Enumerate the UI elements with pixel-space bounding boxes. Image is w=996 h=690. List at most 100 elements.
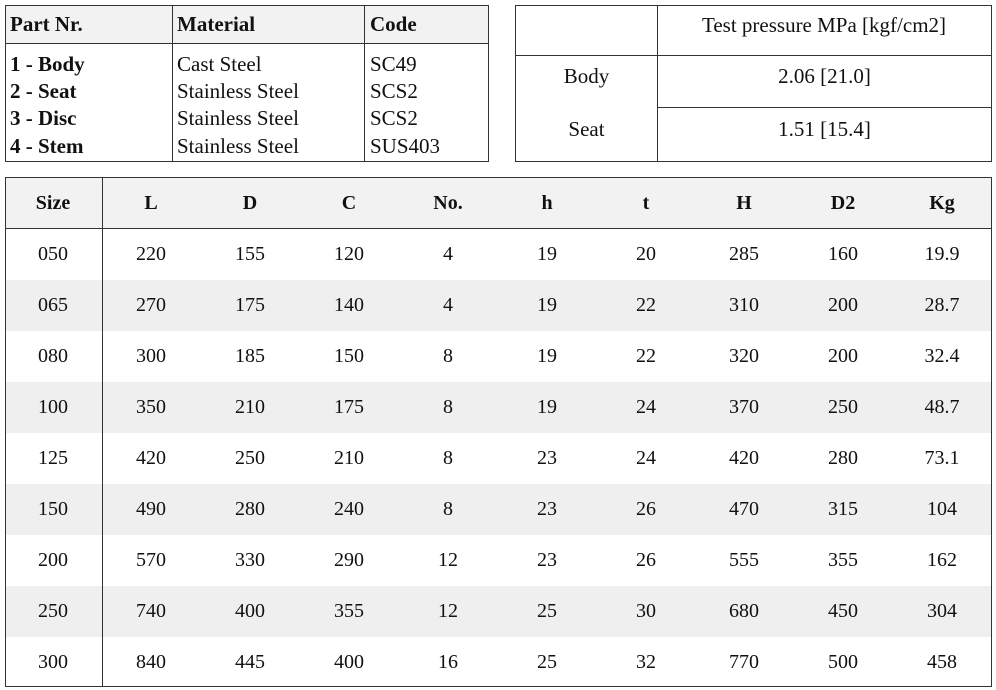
column-divider [657, 6, 658, 161]
parts-table-header: Part Nr. Material Code [6, 6, 488, 44]
part-name: 2 - Seat [10, 79, 77, 103]
table-cell-no: 4 [443, 294, 453, 316]
table-cell-d2: 450 [828, 600, 858, 622]
part-code: SUS403 [370, 134, 441, 158]
table-cell-t: 24 [636, 447, 656, 469]
table-cell-t: 30 [636, 600, 656, 622]
table-cell-size: 050 [38, 243, 68, 265]
table-cell-size: 080 [38, 345, 68, 367]
table-cell-d: 175 [235, 294, 265, 316]
table-cell-kg: 458 [927, 651, 957, 673]
part-row-disc: 3 - Disc Stainless Steel SCS2 [6, 104, 488, 132]
table-cell-d2: 160 [828, 243, 858, 265]
table-cell-c: 140 [334, 294, 364, 316]
table-cell-h: 19 [537, 243, 557, 265]
table-cell-l: 490 [136, 498, 166, 520]
header-code: Code [370, 12, 417, 36]
table-cell-d2: 250 [828, 396, 858, 418]
header-h: H [736, 192, 752, 214]
table-cell-d: 250 [235, 447, 265, 469]
table-cell-c: 240 [334, 498, 364, 520]
table-cell-h: 25 [537, 651, 557, 673]
header-c: C [341, 192, 357, 214]
table-cell-size: 300 [38, 651, 68, 673]
table-cell-c: 175 [334, 396, 364, 418]
part-material: Cast Steel [177, 52, 262, 76]
header-part-nr: Part Nr. [10, 12, 83, 36]
table-cell-no: 8 [443, 447, 453, 469]
table-cell-t: 26 [636, 549, 656, 571]
part-name: 3 - Disc [10, 106, 77, 130]
table-cell-l: 220 [136, 243, 166, 265]
table-row: 100 350 210 175 8 19 24 370 250 48.7 [6, 382, 991, 433]
table-cell-h: 770 [729, 651, 759, 673]
table-cell-c: 120 [334, 243, 364, 265]
table-cell-d: 185 [235, 345, 265, 367]
table-cell-d2: 500 [828, 651, 858, 673]
table-cell-c: 290 [334, 549, 364, 571]
table-cell-size: 250 [38, 600, 68, 622]
table-cell-h: 23 [537, 447, 557, 469]
table-cell-h: 19 [537, 294, 557, 316]
table-cell-h: 285 [729, 243, 759, 265]
table-cell-h: 555 [729, 549, 759, 571]
table-cell-l: 420 [136, 447, 166, 469]
table-cell-kg: 32.4 [924, 345, 960, 367]
table-row: 080 300 185 150 8 19 22 320 200 32.4 [6, 331, 991, 382]
table-cell-kg: 48.7 [924, 396, 960, 418]
table-cell-l: 840 [136, 651, 166, 673]
table-cell-h: 23 [537, 498, 557, 520]
part-name: 4 - Stem [10, 134, 84, 158]
table-cell-d: 330 [235, 549, 265, 571]
pressure-label-body: Body [563, 64, 610, 88]
row-divider [657, 107, 991, 108]
table-cell-kg: 73.1 [924, 447, 960, 469]
parts-material-table: Part Nr. Material Code 1 - Body Cast Ste… [5, 5, 489, 162]
table-cell-size: 200 [38, 549, 68, 571]
table-cell-kg: 19.9 [924, 243, 960, 265]
part-code: SC49 [370, 52, 417, 76]
part-row-seat: 2 - Seat Stainless Steel SCS2 [6, 77, 488, 105]
dimensions-table: Size L D C No. h t H D2 Kg 050 220 155 120 4 19 20 285 16… [5, 177, 992, 687]
table-cell-c: 400 [334, 651, 364, 673]
header-h: h [541, 192, 553, 214]
table-row: 050 220 155 120 4 19 20 285 160 19.9 [6, 229, 991, 280]
part-row-stem: 4 - Stem Stainless Steel SUS403 [6, 132, 488, 160]
table-cell-d: 280 [235, 498, 265, 520]
table-cell-no: 8 [443, 396, 453, 418]
table-cell-t: 22 [636, 294, 656, 316]
pressure-value-seat: 1.51 [15.4] [778, 117, 871, 141]
table-cell-h: 370 [729, 396, 759, 418]
table-cell-no: 8 [443, 498, 453, 520]
header-d: D [242, 192, 258, 214]
pressure-header: Test pressure MPa [kgf/cm2] [701, 13, 947, 37]
table-cell-h: 470 [729, 498, 759, 520]
table-cell-h: 680 [729, 600, 759, 622]
header-size: Size [35, 192, 71, 214]
column-divider [364, 6, 365, 161]
column-divider [102, 178, 103, 686]
header-t: t [642, 192, 650, 214]
table-cell-l: 570 [136, 549, 166, 571]
table-cell-l: 270 [136, 294, 166, 316]
part-row-body: 1 - Body Cast Steel SC49 [6, 50, 488, 78]
table-cell-d: 210 [235, 396, 265, 418]
part-name: 1 - Body [10, 52, 85, 76]
table-cell-l: 350 [136, 396, 166, 418]
header-material: Material [177, 12, 256, 36]
table-row: 065 270 175 140 4 19 22 310 200 28.7 [6, 280, 991, 331]
table-row: 125 420 250 210 8 23 24 420 280 73.1 [6, 433, 991, 484]
table-cell-d2: 200 [828, 294, 858, 316]
table-cell-l: 740 [136, 600, 166, 622]
table-cell-t: 26 [636, 498, 656, 520]
part-code: SCS2 [370, 106, 418, 130]
table-cell-d: 155 [235, 243, 265, 265]
table-cell-d2: 200 [828, 345, 858, 367]
table-cell-h: 25 [537, 600, 557, 622]
table-row: 200 570 330 290 12 23 26 555 355 162 [6, 535, 991, 586]
part-material: Stainless Steel [177, 106, 299, 130]
pressure-value-body: 2.06 [21.0] [778, 64, 871, 88]
header-no: No. [433, 192, 463, 214]
test-pressure-table: Test pressure MPa [kgf/cm2] Body 2.06 [2… [515, 5, 992, 162]
table-cell-c: 150 [334, 345, 364, 367]
